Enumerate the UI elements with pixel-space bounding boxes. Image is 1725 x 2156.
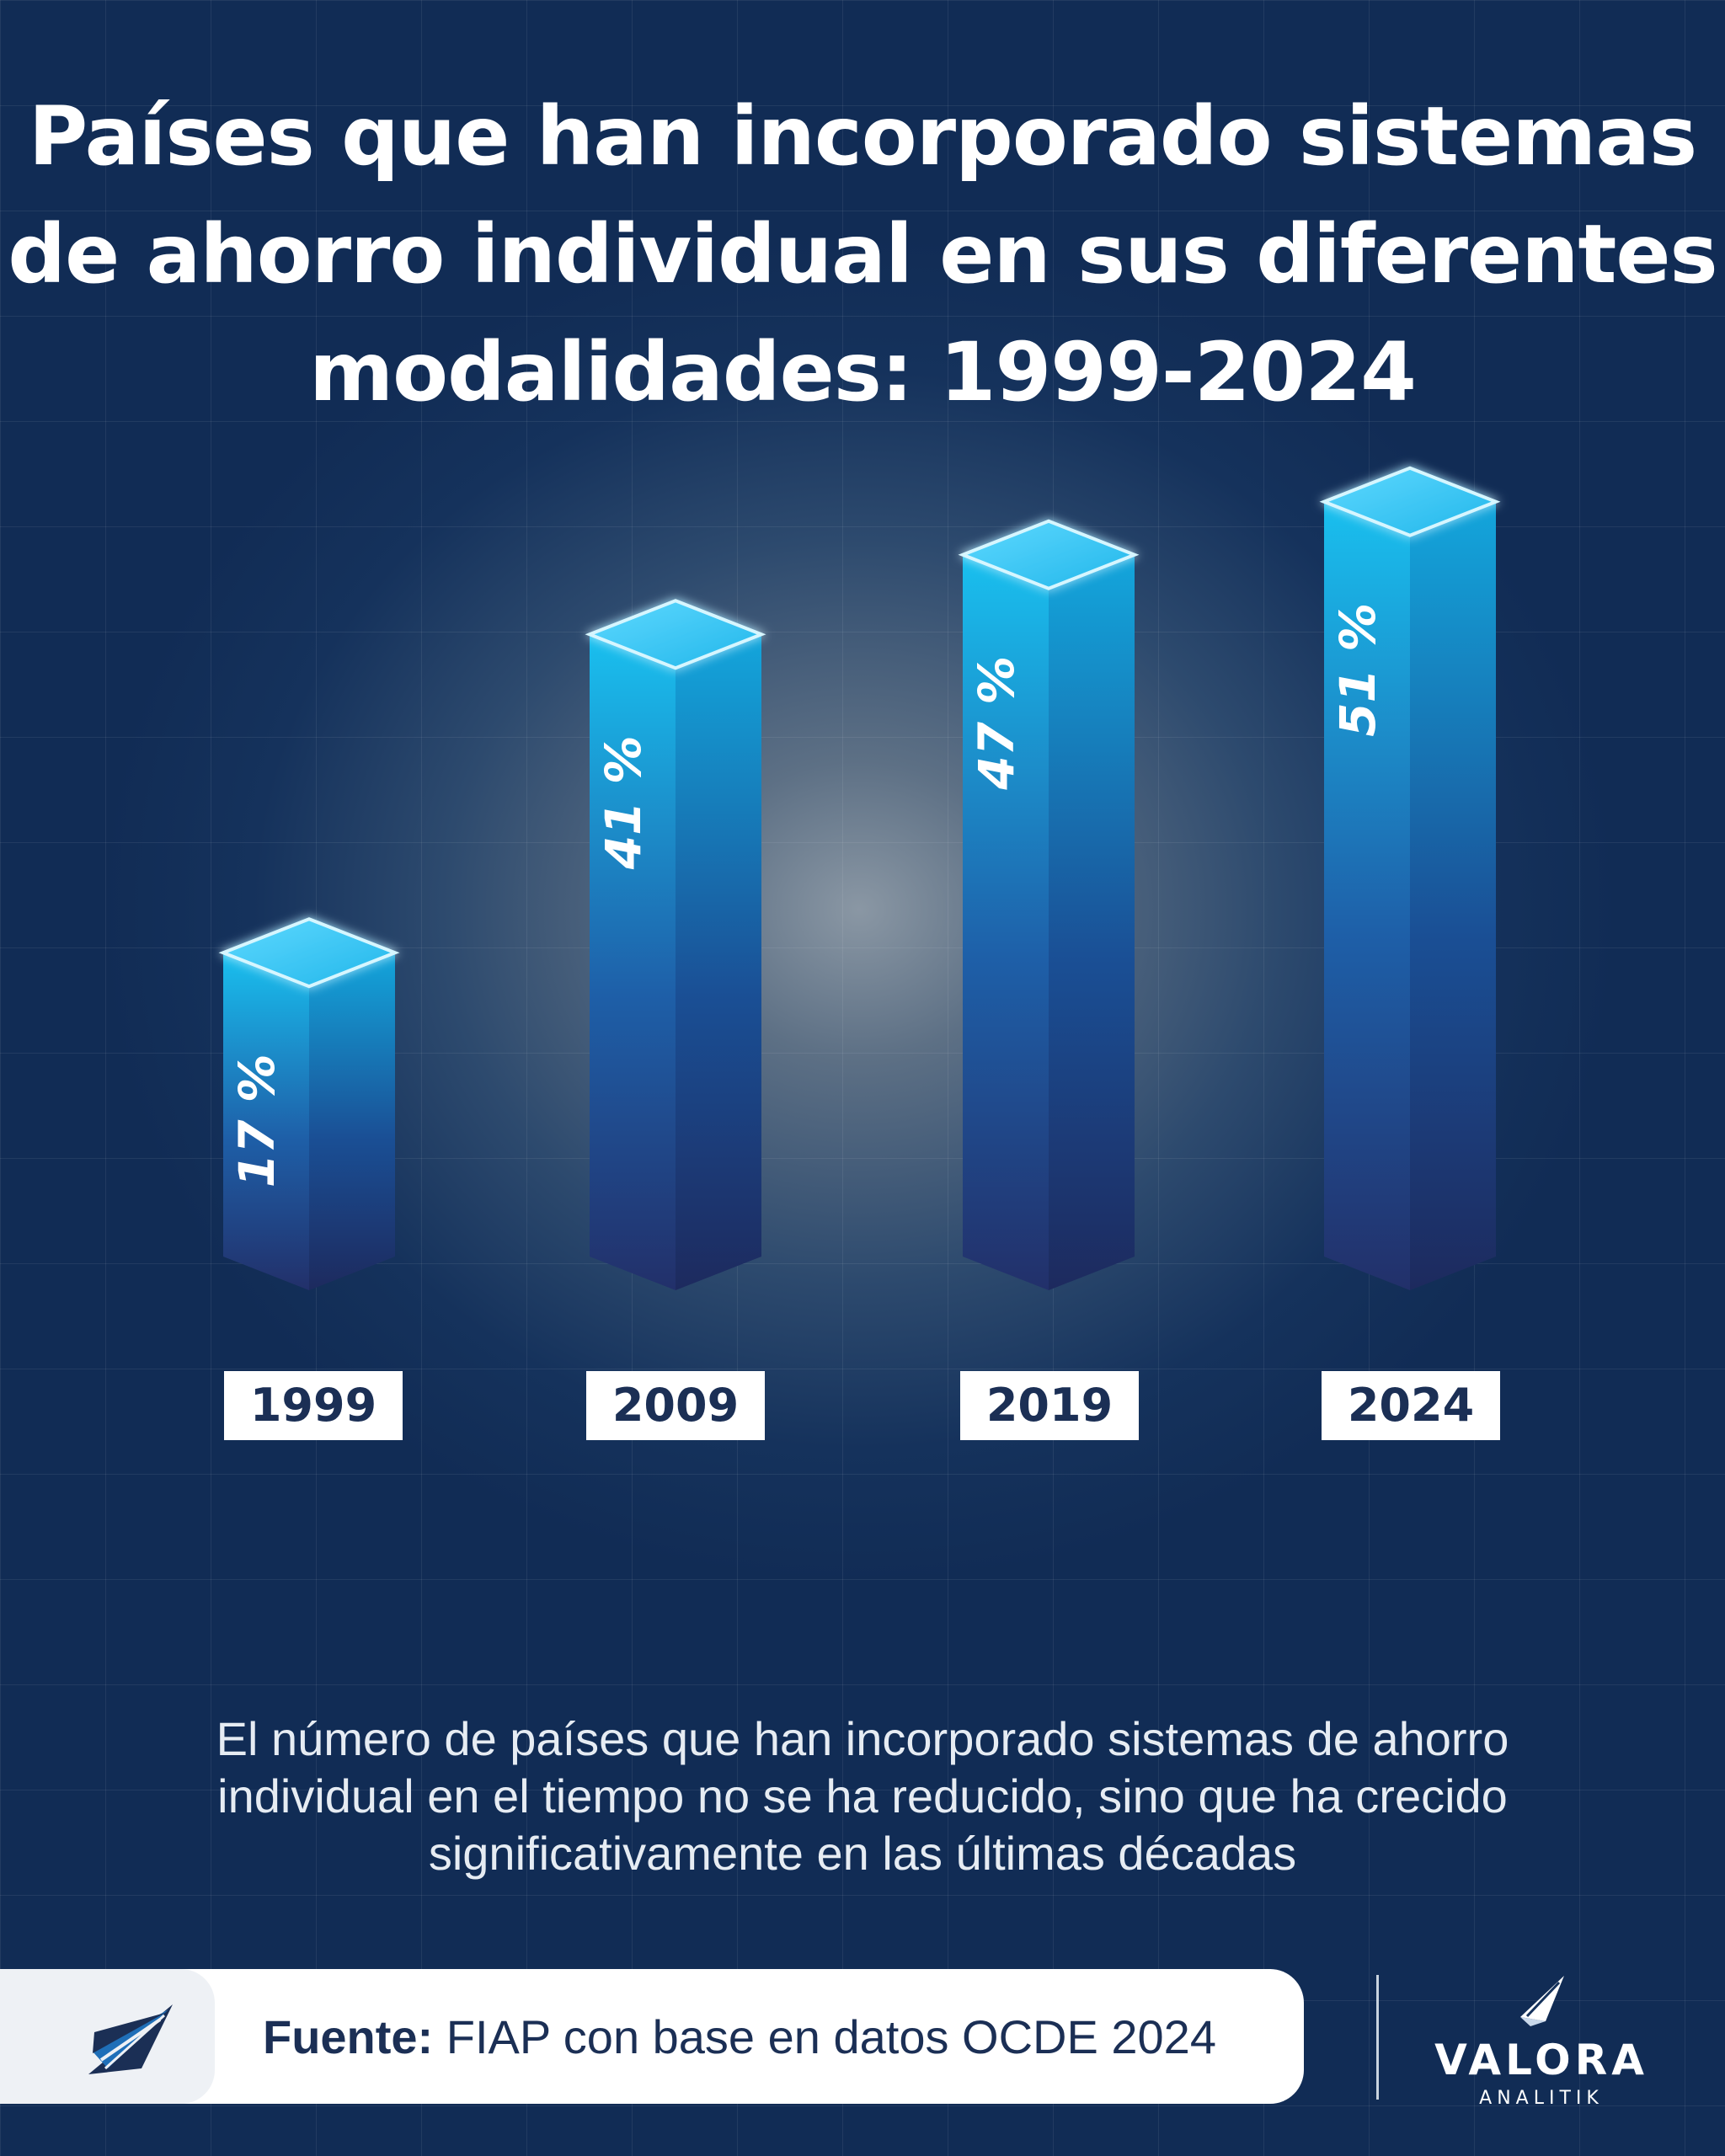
data-label: 51 % (1329, 603, 1386, 737)
data-label: 17 % (228, 1054, 286, 1187)
x-tick-label: 1999 (224, 1371, 403, 1440)
x-tick-label: 2019 (960, 1371, 1139, 1440)
bar-top (1319, 466, 1501, 537)
bar-face (1324, 501, 1410, 1290)
source-text: Fuente: FIAP con base en datos OCDE 2024 (263, 1999, 1216, 2075)
x-tick-label: 2009 (586, 1371, 765, 1440)
bar-top (958, 519, 1140, 590)
x-tick-label: 2024 (1322, 1371, 1500, 1440)
title-line: Países que han incorporado sistemas (28, 89, 1697, 184)
bar-2009: 41 % (585, 599, 766, 1290)
caption-line: individual en el tiempo no se ha reducid… (217, 1769, 1508, 1822)
brand-subtitle: ANALITIK (1479, 2088, 1604, 2109)
bar-chart: 17 % 41 % 47 % 51 % (218, 466, 1501, 1290)
title-line: de ahorro individual en sus diferentes (8, 207, 1717, 302)
page-title: Países que han incorporado sistemas de a… (0, 77, 1725, 431)
bar-side (1049, 554, 1135, 1290)
brand-logo: VALORA ANALITIK (1432, 1967, 1651, 2118)
bar-top (218, 917, 400, 989)
bar-side (676, 634, 761, 1290)
chart-caption: El número de países que han incorporado … (84, 1710, 1641, 1882)
title-line: modalidades: 1999-2024 (309, 325, 1417, 419)
bar-side (309, 953, 395, 1290)
data-label: 41 % (595, 735, 652, 870)
source-label: Fuente: (263, 2010, 434, 2063)
data-label: 47 % (968, 656, 1025, 791)
caption-line: significativamente en las últimas década… (428, 1827, 1297, 1880)
bar-top (585, 599, 766, 670)
source-bar (0, 1969, 1304, 2104)
bar-2019: 47 % (958, 519, 1140, 1290)
source-value: FIAP con base en datos OCDE 2024 (433, 2010, 1216, 2063)
brand-name: VALORA (1434, 2036, 1648, 2084)
source-icon-area (0, 1969, 215, 2104)
bar-1999: 17 % (218, 917, 400, 1290)
bar-face (590, 634, 676, 1290)
caption-line: El número de países que han incorporado … (216, 1712, 1509, 1765)
bar-face (223, 953, 309, 1290)
bar-side (1410, 501, 1496, 1290)
footer-divider (1376, 1975, 1379, 2100)
fiap-logo-icon (88, 2004, 173, 2074)
bar-face (963, 554, 1049, 1290)
bar-2024: 51 % (1319, 466, 1501, 1290)
valora-logo-icon (1520, 1976, 1564, 2026)
